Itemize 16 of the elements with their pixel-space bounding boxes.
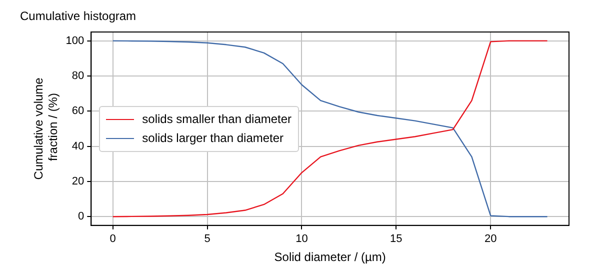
y-tick-label: 80 <box>72 70 84 82</box>
y-axis-title: Cumulative volume fraction / (%) <box>32 77 60 180</box>
x-tick-label: 0 <box>110 233 116 246</box>
x-tick-label: 10 <box>296 233 308 246</box>
y-tick-label: 0 <box>78 210 84 223</box>
y-tick-label: 100 <box>66 34 84 47</box>
y-tick-label: 20 <box>72 175 84 188</box>
legend-label: solids smaller than diameter <box>142 112 292 126</box>
chart-title: Cumulative histogram <box>20 9 136 23</box>
legend-label: solids larger than diameter <box>142 130 284 145</box>
x-axis-title: Solid diameter / (µm) <box>274 250 386 264</box>
x-tick-label: 20 <box>484 233 497 246</box>
y-tick-label: 40 <box>72 140 84 152</box>
x-tick-label: 15 <box>390 233 402 246</box>
y-tick-label: 60 <box>72 105 84 118</box>
x-tick-label: 5 <box>204 233 210 246</box>
